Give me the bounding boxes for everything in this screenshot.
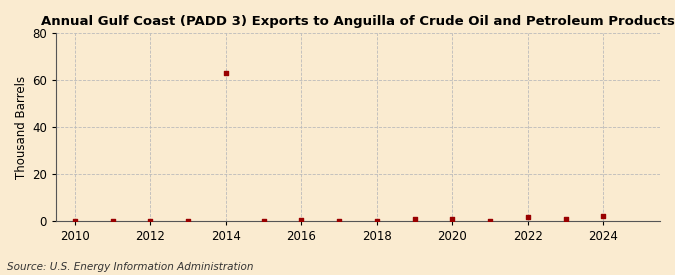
Point [371, 219, 382, 223]
Point [107, 219, 118, 223]
Point [259, 219, 269, 223]
Point [447, 216, 458, 221]
Point [598, 214, 609, 219]
Point [221, 71, 232, 76]
Y-axis label: Thousand Barrels: Thousand Barrels [15, 76, 28, 179]
Point [485, 219, 495, 223]
Point [409, 216, 420, 221]
Point [70, 219, 80, 224]
Point [560, 216, 571, 221]
Point [333, 219, 344, 223]
Point [183, 219, 194, 223]
Point [522, 215, 533, 219]
Title: Annual Gulf Coast (PADD 3) Exports to Anguilla of Crude Oil and Petroleum Produc: Annual Gulf Coast (PADD 3) Exports to An… [41, 15, 675, 28]
Point [296, 218, 307, 222]
Text: Source: U.S. Energy Information Administration: Source: U.S. Energy Information Administ… [7, 262, 253, 272]
Point [145, 219, 156, 223]
